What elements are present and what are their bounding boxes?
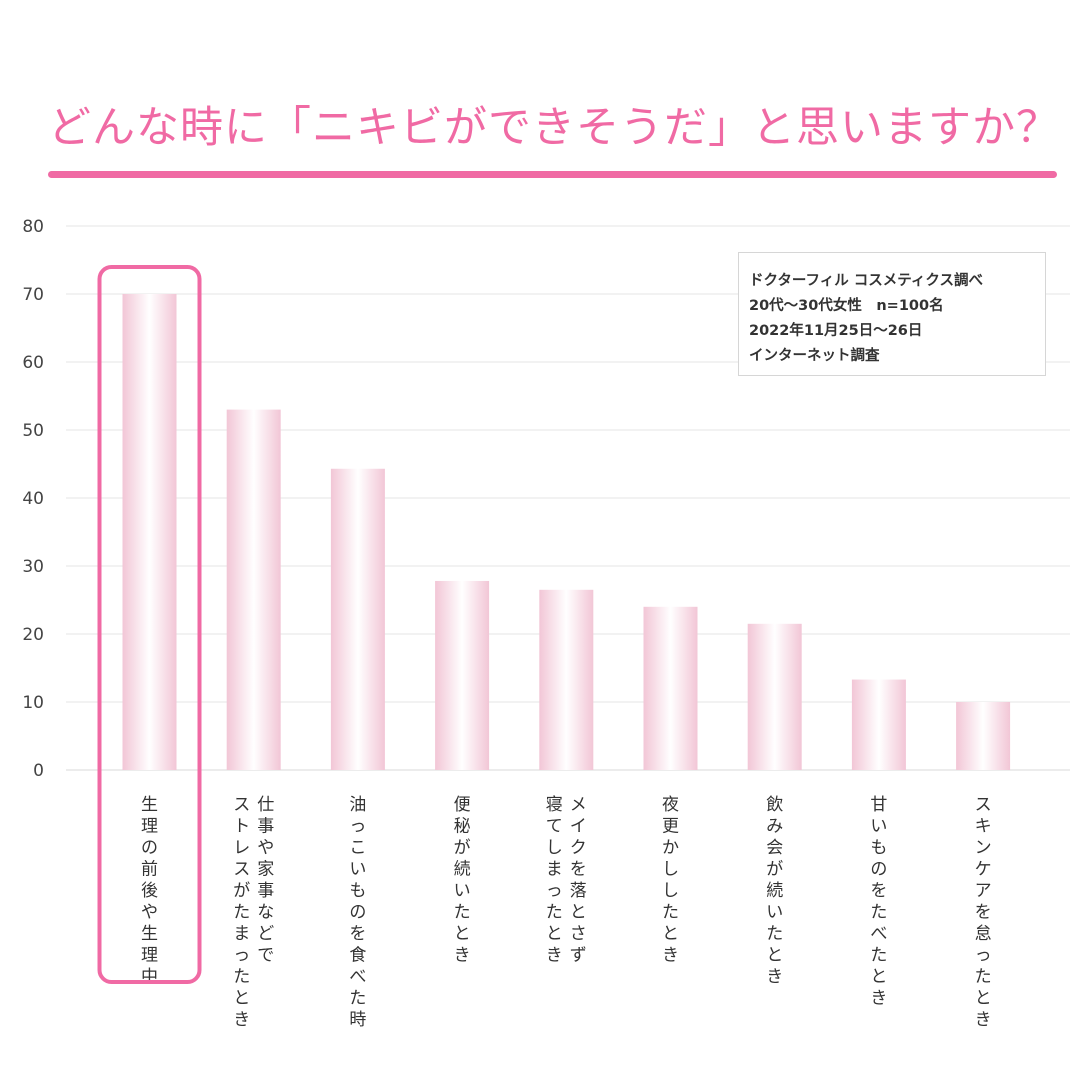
y-tick-label: 30 bbox=[22, 557, 44, 577]
page-title: どんな時に「ニキビができそうだ」と思いますか？ bbox=[48, 103, 1060, 153]
bar bbox=[956, 702, 1011, 770]
bar bbox=[226, 409, 281, 770]
y-tick-label: 20 bbox=[22, 625, 44, 645]
bar bbox=[851, 679, 906, 770]
category-label: メイクを落とさず bbox=[570, 795, 587, 966]
bar bbox=[539, 589, 594, 770]
title-underline bbox=[48, 171, 1057, 178]
category-label: 生理の前後や生理中 bbox=[141, 795, 158, 987]
category-label: ストレスがたまったとき bbox=[233, 795, 250, 1030]
category-label: 甘いものをたべたとき bbox=[870, 795, 887, 1009]
y-axis-ticks: 0 10 20 30 40 50 60 70 80 bbox=[22, 217, 44, 781]
note-line: インターネット調査 bbox=[749, 348, 880, 364]
category-label: 飲み会が続いたとき bbox=[766, 795, 783, 987]
bars bbox=[122, 294, 1011, 770]
note-line: 2022年11月25日〜26日 bbox=[749, 323, 923, 339]
y-tick-label: 50 bbox=[22, 421, 44, 441]
y-tick-label: 40 bbox=[22, 489, 44, 509]
bar bbox=[643, 606, 698, 770]
y-tick-label: 10 bbox=[22, 693, 44, 713]
y-tick-label: 70 bbox=[22, 285, 44, 305]
note-line: ドクターフィル コスメティクス調べ bbox=[749, 273, 984, 289]
category-label: 油っこいものを食べた時 bbox=[349, 795, 366, 1030]
category-label: 便秘が続いたとき bbox=[454, 795, 471, 966]
category-label: 夜更かししたとき bbox=[662, 795, 679, 966]
highlight-frame bbox=[97, 265, 202, 984]
bar bbox=[435, 580, 490, 770]
bar bbox=[330, 468, 385, 770]
y-tick-label: 0 bbox=[33, 761, 44, 781]
survey-note: ドクターフィル コスメティクス調べ 20代〜30代女性 n=100名 2022年… bbox=[738, 252, 1046, 376]
y-tick-label: 60 bbox=[22, 353, 44, 373]
bar bbox=[747, 623, 802, 770]
note-line: 20代〜30代女性 n=100名 bbox=[749, 298, 944, 314]
bar bbox=[122, 294, 177, 770]
y-tick-label: 80 bbox=[22, 217, 44, 237]
category-label: スキンケアを怠ったとき bbox=[975, 795, 992, 1030]
category-label: 寝てしまったとき bbox=[546, 794, 563, 966]
highlight bbox=[97, 265, 202, 984]
category-label: 仕事や家事などで bbox=[257, 795, 274, 966]
